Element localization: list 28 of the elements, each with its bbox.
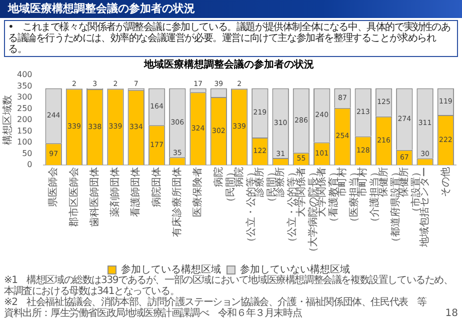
- x-tick-label: 県医師会: [47, 167, 60, 207]
- y-tick-label: 250: [16, 104, 32, 113]
- y-tick-label: 350: [16, 81, 32, 90]
- y-tick-label: 50: [22, 148, 32, 158]
- y-tick-label: 300: [16, 92, 32, 102]
- text: 資料出所：厚生労働省医政局地域医療計画課調べ 令和６年３月末時点: [4, 308, 302, 319]
- y-tick-label: 400: [16, 70, 32, 80]
- x-tick-label: 有床診療所団体: [171, 167, 183, 237]
- y-tick-label: 100: [16, 138, 32, 147]
- legend-label: 参加していない構想区域: [240, 264, 350, 276]
- x-tick-label: 薬剤師団体: [109, 167, 122, 217]
- text: ※2 社会福祉協議会、消防本部、訪問介護ステーション協議会、介護・福祉関係団体、住民代表 等: [4, 297, 428, 308]
- text: 18: [445, 308, 458, 319]
- x-tick-label: 看護師団体: [130, 167, 142, 217]
- x-tick-label: その他: [439, 167, 452, 197]
- y-tick-label: 200: [16, 115, 32, 124]
- x-tick-label: 郡市区医師会: [68, 167, 80, 227]
- text: ※1 構想区域の総数は339であるが、一部の区域において地域医療構想調整会議を複数設置しているため、本調査における母数は341となっている。: [4, 275, 454, 297]
- x-tick-label: 医療保険者: [192, 167, 204, 217]
- x-tick-label: 病院団体: [150, 167, 162, 207]
- legend-label: 参加している構想区域: [121, 264, 221, 276]
- y-tick-label: 0: [27, 160, 32, 170]
- x-tick-label: 歯科医師団体: [88, 167, 100, 227]
- chart-subtitle: • これまで様々な関係者が調整会議に参加している。議題が提供体制全体になる中、具体的で実効性のある議論を行うためには、効率的な会議運営が必要。運営に向けて主な参加者を整理することが求められる。: [4, 20, 458, 57]
- chart-title: 地域医療構想調整会議の参加者の状況: [143, 58, 314, 71]
- y-axis-title: 構想区域数: [2, 95, 14, 145]
- text: 地域医療構想調整会議の参加者の状況: [0, 0, 462, 18]
- y-tick-label: 150: [16, 126, 32, 136]
